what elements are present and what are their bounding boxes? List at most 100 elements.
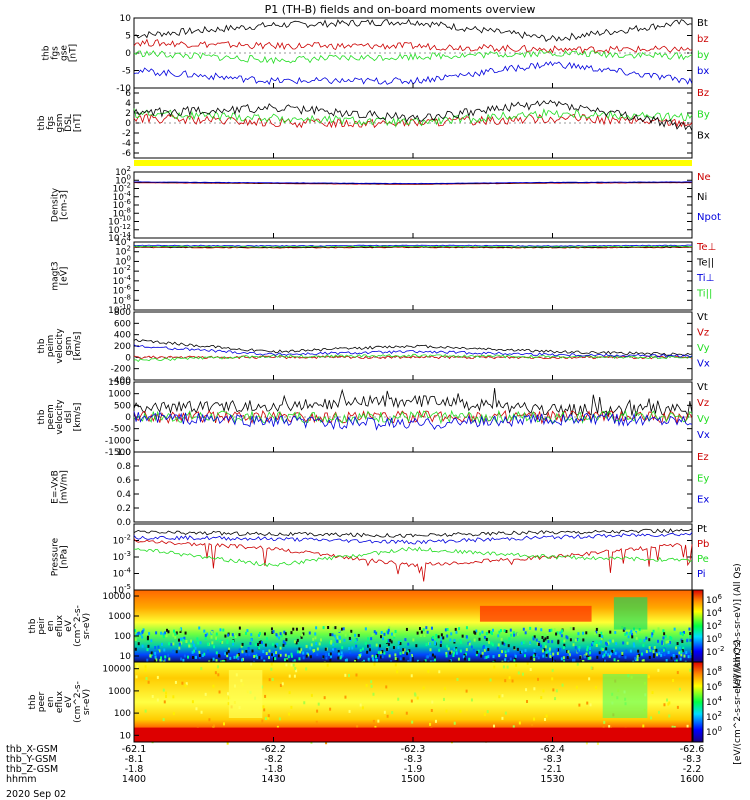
y-axis-label: peem xyxy=(46,404,56,430)
colorbar xyxy=(692,589,704,663)
spectrogram-pixel xyxy=(244,652,247,656)
spectrogram-pixel xyxy=(491,628,494,632)
spectrogram-pixel xyxy=(560,657,563,661)
spectrogram-pixel xyxy=(642,659,645,663)
spectrogram-pixel xyxy=(598,651,601,655)
y-tick-label: 800 xyxy=(114,308,131,318)
spectrogram-pixel xyxy=(480,654,483,658)
spectrogram-pixel xyxy=(612,639,615,643)
spectrogram-pixel xyxy=(344,659,347,663)
spectrogram-pixel xyxy=(499,629,502,633)
spectrogram-pixel xyxy=(686,724,689,728)
y-tick-label: 1000 xyxy=(108,687,131,697)
spectrogram-pixel xyxy=(402,657,405,661)
spectrogram-pixel xyxy=(634,632,637,636)
spectrogram-pixel xyxy=(573,658,576,662)
spectrogram-pixel xyxy=(271,677,274,681)
y-tick-label: 1.0 xyxy=(117,448,132,458)
spectrogram-pixel xyxy=(377,629,380,633)
spectrogram-pixel xyxy=(682,630,685,634)
spectrogram-pixel xyxy=(489,678,492,682)
y-axis-label: DSL xyxy=(64,114,74,132)
spectrogram-pixel xyxy=(577,632,580,636)
spectrogram-pixel xyxy=(650,646,653,650)
spectrogram-pixel xyxy=(438,648,441,652)
spectrogram-pixel xyxy=(449,659,452,663)
spectrogram-pixel xyxy=(452,654,455,658)
spectrogram-pixel xyxy=(425,655,428,659)
spectrogram-pixel xyxy=(265,637,268,641)
spectrogram-pixel xyxy=(379,644,382,648)
spectrogram-pixel xyxy=(572,627,575,631)
spectrogram-pixel xyxy=(468,657,471,661)
spectrogram-pixel xyxy=(584,655,587,659)
spectrogram-pixel xyxy=(213,645,216,649)
spectrogram-pixel xyxy=(375,631,378,635)
spectrogram-pixel xyxy=(608,725,611,729)
y-tick-label: 10-12 xyxy=(108,223,131,236)
legend-entry: Bt xyxy=(697,18,708,29)
spectrogram-pixel xyxy=(440,633,443,637)
spectrogram-pixel xyxy=(241,658,244,662)
spectrogram-pixel xyxy=(226,639,229,643)
spectrogram-pixel xyxy=(402,648,405,652)
spectrogram-pixel xyxy=(675,646,678,650)
spectrogram-pixel xyxy=(232,639,235,643)
spectrogram-pixel xyxy=(465,648,468,652)
spectrogram-pixel xyxy=(609,630,612,634)
spectrogram-pixel xyxy=(498,654,501,658)
spectrogram-pixel xyxy=(446,634,449,638)
spectrogram-pixel xyxy=(485,655,488,659)
spectrogram-pixel xyxy=(461,634,464,638)
spectrogram-pixel xyxy=(166,628,169,632)
spectrogram-pixel xyxy=(431,637,434,641)
spectrogram-pixel xyxy=(344,633,347,637)
spectrogram-pixel xyxy=(504,654,507,658)
spectrogram-pixel xyxy=(548,649,551,653)
spectrogram-pixel xyxy=(642,724,645,728)
spectrogram-pixel xyxy=(518,721,521,725)
spectrogram-pixel xyxy=(529,626,532,630)
spectrogram-pixel xyxy=(394,657,397,661)
spectrogram-pixel xyxy=(510,630,513,634)
spectrogram-pixel xyxy=(276,643,279,647)
spectrogram-pixel xyxy=(290,705,293,709)
spectrogram-pixel xyxy=(453,638,456,642)
spectrogram-pixel xyxy=(365,683,368,687)
spectrogram-pixel xyxy=(658,710,661,714)
colorbar-tick-label: 104 xyxy=(706,606,722,619)
y-tick-label: 4 xyxy=(125,99,131,109)
spectrogram-pixel xyxy=(458,627,461,631)
spectrogram-pixel xyxy=(589,656,592,660)
spectrogram-pixel xyxy=(302,651,305,655)
spectrogram-pixel xyxy=(445,654,448,658)
spectrogram-pixel xyxy=(586,645,589,649)
series-line-te xyxy=(133,246,693,249)
spectrogram-pixel xyxy=(211,641,214,645)
spectrogram-pixel xyxy=(271,631,274,635)
spectrogram-pixel xyxy=(326,663,329,667)
spectrogram-pixel xyxy=(234,634,237,638)
spectrogram-pixel xyxy=(241,642,244,646)
spectrogram-pixel xyxy=(250,633,253,637)
panel-pressure: 10-2 10-3 10-4 10-5 Pt Pb Pe Pi Pressure [nPa] xyxy=(51,523,709,596)
spectrogram-pixel xyxy=(301,633,304,637)
spectrogram-pixel xyxy=(386,714,389,718)
spectrogram-pixel xyxy=(582,631,585,635)
footer-date: 2020 Sep 02 xyxy=(6,789,66,800)
spectrogram-pixel xyxy=(533,657,536,661)
spectrogram-pixel xyxy=(514,657,517,661)
spectrogram-pixel xyxy=(172,629,175,633)
spectrogram-pixel xyxy=(493,665,496,669)
spectrogram-pixel xyxy=(293,640,296,644)
spectrogram-pixel xyxy=(412,638,415,642)
spectrogram-pixel xyxy=(163,631,166,635)
y-axis-label: gse xyxy=(60,45,70,61)
spectrogram-pixel xyxy=(277,654,280,658)
spectrogram-pixel xyxy=(265,652,268,656)
spectrogram-pixel xyxy=(589,647,592,651)
spectrogram-pixel xyxy=(512,631,515,635)
y-axis-label: thb xyxy=(37,115,47,130)
spectrogram-pixel xyxy=(557,641,560,645)
spectrogram-pixel xyxy=(473,638,476,642)
